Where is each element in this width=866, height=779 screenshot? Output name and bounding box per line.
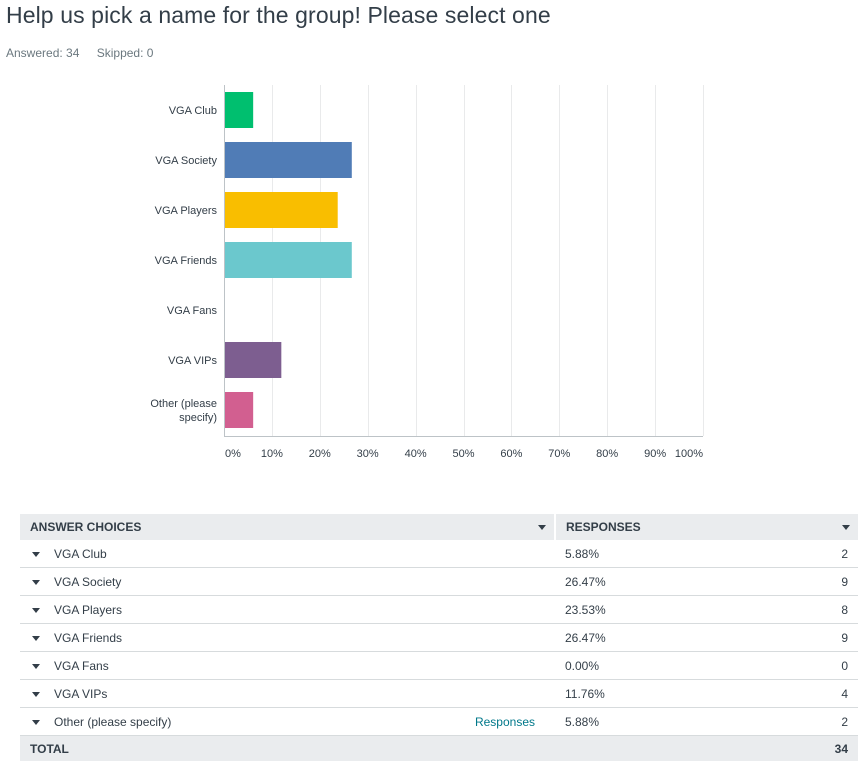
table-row: VGA Friends 26.47% 9 bbox=[20, 623, 858, 652]
x-tick-label: 60% bbox=[500, 448, 522, 460]
answer-choice-cell: VGA Players bbox=[20, 595, 555, 624]
responses-link[interactable]: Responses bbox=[474, 715, 535, 729]
table-row: VGA VIPs 11.76% 4 bbox=[20, 679, 858, 708]
expand-caret-icon[interactable] bbox=[32, 719, 40, 725]
response-count: 0 bbox=[750, 651, 858, 680]
responses-header[interactable]: RESPONSES bbox=[555, 514, 858, 540]
bar bbox=[225, 392, 254, 428]
table-row: Other (please specify) Responses 5.88% 2 bbox=[20, 707, 858, 736]
response-percent: 5.88% bbox=[555, 540, 751, 568]
category-label: VGA Fans bbox=[167, 305, 218, 317]
sort-caret-icon[interactable] bbox=[538, 525, 546, 530]
expand-caret-icon[interactable] bbox=[32, 607, 40, 613]
bar bbox=[225, 342, 282, 378]
x-tick-label: 90% bbox=[644, 448, 666, 460]
response-stats: Answered: 34 Skipped: 0 bbox=[6, 46, 167, 60]
response-percent: 26.47% bbox=[555, 623, 751, 652]
x-tick-label: 0% bbox=[225, 448, 241, 460]
bar bbox=[225, 242, 352, 278]
expand-caret-icon[interactable] bbox=[32, 579, 40, 585]
response-percent: 23.53% bbox=[555, 595, 751, 624]
answer-choice-cell: VGA VIPs bbox=[20, 679, 555, 708]
response-count: 4 bbox=[750, 679, 858, 708]
category-label: VGA Players bbox=[155, 205, 218, 217]
sort-caret-icon[interactable] bbox=[842, 525, 850, 530]
category-label: VGA Friends bbox=[155, 255, 218, 267]
total-label: TOTAL bbox=[20, 735, 555, 761]
x-tick-label: 40% bbox=[405, 448, 427, 460]
x-tick-label: 100% bbox=[675, 448, 703, 460]
category-label: VGA Club bbox=[169, 105, 217, 117]
response-percent: 5.88% bbox=[555, 707, 751, 736]
bar bbox=[225, 92, 254, 128]
response-percent: 11.76% bbox=[555, 679, 751, 708]
answer-choice-label: VGA VIPs bbox=[54, 686, 108, 701]
answer-choices-header[interactable]: ANSWER CHOICES bbox=[20, 514, 556, 540]
expand-caret-icon[interactable] bbox=[32, 663, 40, 669]
answer-choice-label: VGA Players bbox=[54, 602, 123, 617]
answer-choice-cell: VGA Society bbox=[20, 567, 555, 596]
responses-table: ANSWER CHOICES RESPONSES VGA Club 5.88% 2 V… bbox=[20, 514, 858, 761]
table-row: VGA Society 26.47% 9 bbox=[20, 567, 858, 596]
total-spacer bbox=[555, 735, 751, 761]
skipped-count: Skipped: 0 bbox=[96, 46, 154, 60]
expand-caret-icon[interactable] bbox=[32, 551, 40, 557]
x-tick-label: 30% bbox=[357, 448, 379, 460]
response-percent: 26.47% bbox=[555, 567, 751, 596]
total-count: 34 bbox=[750, 735, 858, 761]
response-count: 2 bbox=[750, 707, 858, 736]
total-row: TOTAL 34 bbox=[20, 735, 858, 761]
category-label: VGA VIPs bbox=[168, 355, 217, 367]
bar-chart: 0% 10% 20% 30% 40% 50% 60% 70% 80% 90% 100% VGA Clu… bbox=[150, 85, 704, 460]
x-tick-label: 20% bbox=[309, 448, 331, 460]
answer-choice-label: VGA Fans bbox=[54, 658, 109, 673]
category-label: Other (please bbox=[150, 398, 217, 410]
answered-count: Answered: 34 bbox=[6, 46, 80, 60]
bar bbox=[225, 192, 338, 228]
table-row: VGA Players 23.53% 8 bbox=[20, 595, 858, 624]
page-title: Help us pick a name for the group! Pleas… bbox=[6, 2, 551, 28]
answer-choice-cell: VGA Friends bbox=[20, 623, 555, 652]
x-tick-label: 70% bbox=[548, 448, 570, 460]
response-count: 8 bbox=[750, 595, 858, 624]
table-row: VGA Club 5.88% 2 bbox=[20, 540, 858, 568]
expand-caret-icon[interactable] bbox=[32, 691, 40, 697]
x-tick-label: 80% bbox=[596, 448, 618, 460]
expand-caret-icon[interactable] bbox=[32, 635, 40, 641]
answer-choice-label: VGA Society bbox=[54, 574, 122, 589]
response-count: 9 bbox=[750, 567, 858, 596]
answer-choice-cell: VGA Club bbox=[20, 540, 555, 568]
answer-choice-label: Other (please specify) bbox=[54, 714, 172, 729]
x-tick-label: 10% bbox=[261, 448, 283, 460]
answer-choice-cell: Other (please specify) Responses bbox=[20, 707, 555, 736]
x-tick-label: 50% bbox=[452, 448, 474, 460]
category-label: specify) bbox=[179, 412, 217, 424]
response-count: 2 bbox=[750, 540, 858, 568]
table-row: VGA Fans 0.00% 0 bbox=[20, 651, 858, 680]
category-label: VGA Society bbox=[155, 155, 217, 167]
response-percent: 0.00% bbox=[555, 651, 751, 680]
answer-choice-label: VGA Club bbox=[54, 546, 107, 561]
answer-choice-cell: VGA Fans bbox=[20, 651, 555, 680]
answer-choice-label: VGA Friends bbox=[54, 630, 123, 645]
response-count: 9 bbox=[750, 623, 858, 652]
bar bbox=[225, 142, 352, 178]
